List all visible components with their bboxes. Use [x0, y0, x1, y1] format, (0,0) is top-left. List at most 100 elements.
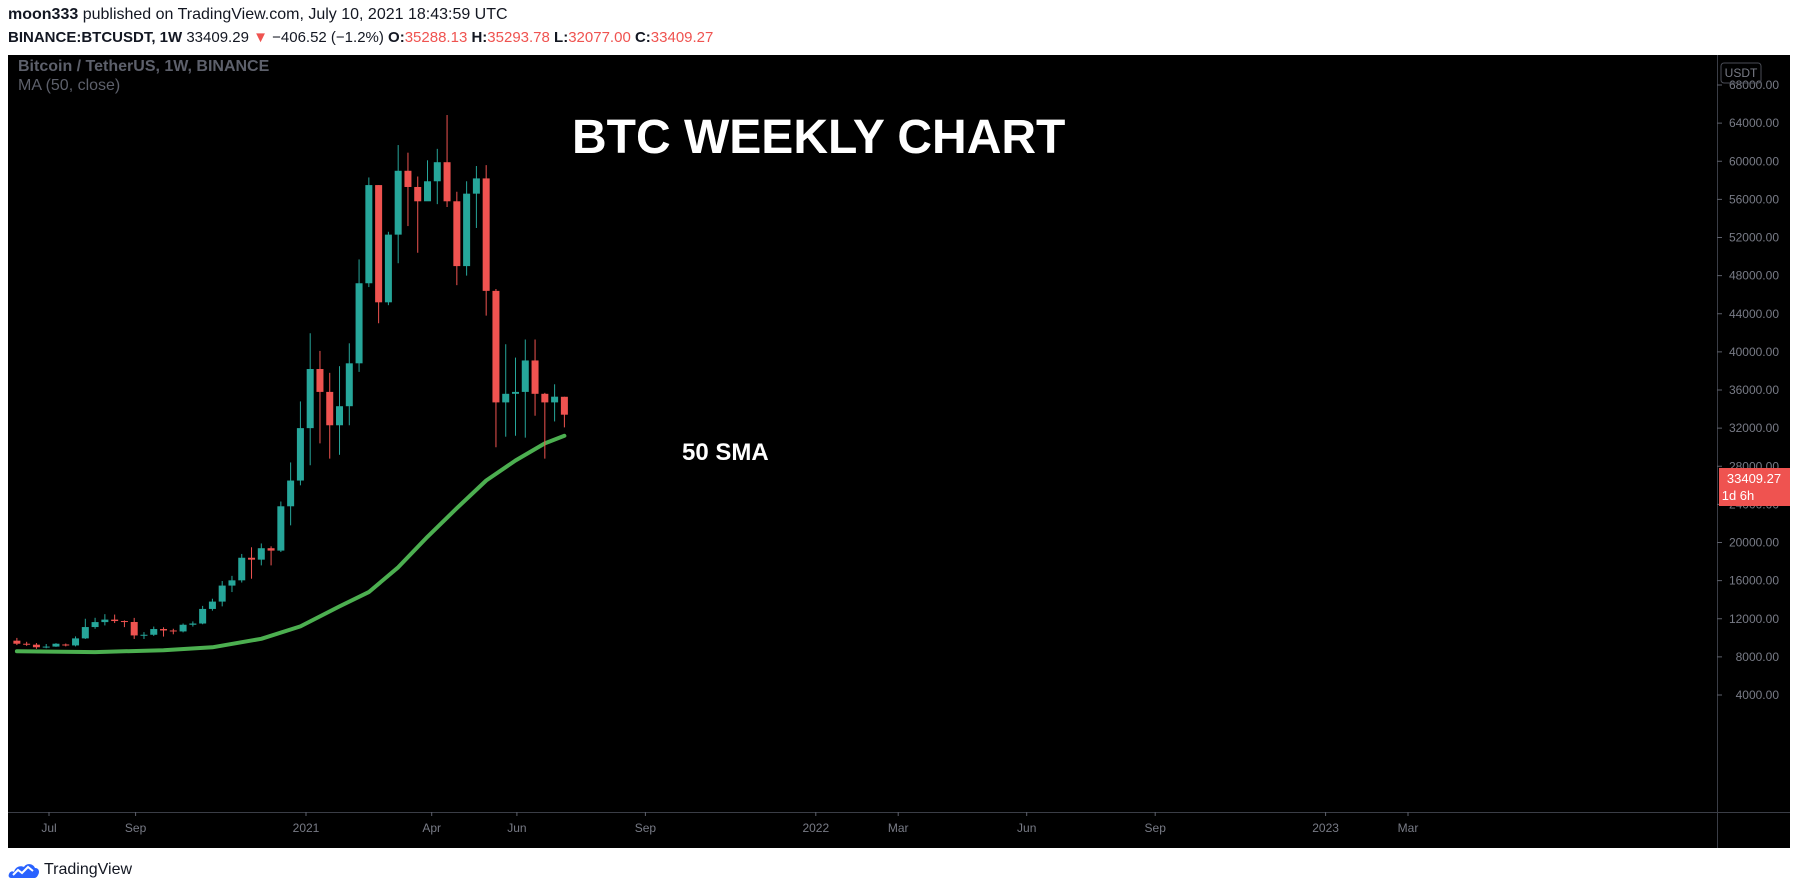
price-badge-countdown: 1d 6h: [1722, 488, 1755, 503]
candles: [13, 115, 568, 649]
candle-body-down: [111, 619, 119, 622]
candle-body-up: [257, 548, 265, 560]
x-tick-label: Jul: [41, 821, 56, 835]
candle-body-up: [52, 643, 60, 647]
y-tick-label: 8000.00: [1736, 650, 1780, 664]
candle-body-up: [306, 369, 314, 429]
candle-body-up: [384, 234, 392, 303]
y-tick-label: 68000.00: [1729, 78, 1779, 92]
candle-body-down: [13, 640, 21, 644]
candle-body-down: [443, 162, 451, 202]
candle-body-up: [365, 185, 373, 284]
candle-body-up: [91, 622, 99, 628]
y-tick-label: 4000.00: [1736, 688, 1780, 702]
author-name[interactable]: moon333: [8, 6, 79, 23]
time-axis[interactable]: Jul Sep 2021 Apr Jun Sep 2022 Mar Jun Sep 2023 Mar: [41, 812, 1418, 835]
y-tick-label: 36000.00: [1729, 383, 1779, 397]
close-label: C:: [634, 29, 651, 46]
tradingview-logo-icon: [8, 864, 39, 878]
x-tick-label: 2022: [802, 821, 829, 835]
candle-body-up: [81, 627, 89, 639]
candle-body-up: [502, 393, 510, 403]
candle-body-up: [189, 623, 197, 625]
symbol-bar: BINANCE:BTCUSDT, 1W 33409.29 ▼ −406.52 (…: [8, 29, 713, 46]
x-tick-label: Sep: [125, 821, 147, 835]
publish-text: published on TradingView.com, July 10, 2…: [82, 6, 508, 23]
candle-body-up: [551, 396, 559, 403]
y-tick-label: 52000.00: [1729, 231, 1779, 245]
sma-annotation: 50 SMA: [682, 439, 769, 466]
candle-body-down: [541, 393, 549, 403]
candle-body-down: [169, 630, 177, 632]
y-tick-label: 12000.00: [1729, 612, 1779, 626]
candle-body-down: [120, 621, 128, 623]
open-value: 35288.13: [404, 29, 468, 46]
candle-body-up: [218, 585, 226, 602]
open-label: O:: [388, 29, 405, 46]
candle-body-down: [560, 396, 568, 415]
low-value: 32077.00: [568, 29, 631, 46]
candle-body-down: [267, 548, 275, 551]
chart-panel[interactable]: 68000.00 64000.00 60000.00 56000.00 52000.00…: [8, 55, 1790, 848]
currency-button[interactable]: [1720, 62, 1762, 84]
x-tick-label: Apr: [422, 821, 441, 835]
x-tick-label: Jun: [1017, 821, 1036, 835]
down-arrow-icon: ▼: [253, 29, 268, 46]
candle-body-down: [160, 629, 168, 631]
candle-body-up: [101, 619, 109, 623]
candle-body-down: [62, 644, 70, 646]
candle-body-down: [248, 557, 256, 560]
y-tick-label: 16000.00: [1729, 574, 1779, 588]
candle-body-up: [296, 428, 304, 481]
candle-body-up: [228, 580, 236, 586]
price-badge-bg: [1719, 468, 1790, 506]
candle-body-down: [414, 186, 422, 202]
candle-body-up: [472, 178, 480, 194]
candle-body-down: [316, 369, 324, 392]
candle-body-down: [326, 391, 334, 426]
ma-indicator-legend[interactable]: MA (50, close): [18, 77, 121, 94]
candle-body-down: [404, 170, 412, 187]
high-label: H:: [471, 29, 488, 46]
low-label: L:: [554, 29, 569, 46]
chart-title-annotation: BTC WEEKLY CHART: [572, 111, 1066, 164]
candle-body-up: [521, 360, 529, 392]
y-tick-label: 56000.00: [1729, 192, 1779, 206]
candle-body-down: [32, 644, 40, 648]
symbol-label: BINANCE:BTCUSDT, 1W: [8, 29, 183, 46]
y-tick-label: 64000.00: [1729, 116, 1779, 130]
y-tick-label: 32000.00: [1729, 421, 1779, 435]
y-tick-label: 48000.00: [1729, 269, 1779, 283]
candle-body-up: [140, 634, 148, 636]
candle-body-down: [23, 643, 31, 645]
x-tick-label: Sep: [1145, 821, 1167, 835]
x-tick-label: 2023: [1312, 821, 1339, 835]
publish-info: moon333 published on TradingView.com, Ju…: [8, 6, 508, 24]
y-tick-label: 20000.00: [1729, 536, 1779, 550]
tradingview-footer[interactable]: TradingView: [8, 859, 132, 881]
candle-body-up: [287, 480, 295, 507]
last-price-badge: 33409.27 1d 6h: [1719, 468, 1790, 506]
y-tick-label: 40000.00: [1729, 345, 1779, 359]
candle-body-up: [336, 406, 344, 426]
y-tick-label: 60000.00: [1729, 154, 1779, 168]
price-chart[interactable]: 68000.00 64000.00 60000.00 56000.00 52000.00…: [8, 55, 1790, 848]
price-badge-value: 33409.27: [1727, 471, 1781, 486]
high-value: 35293.78: [487, 29, 550, 46]
candle-body-up: [355, 283, 363, 364]
chart-symbol-legend[interactable]: Bitcoin / TetherUS, 1W, BINANCE: [18, 58, 270, 75]
candle-body-up: [199, 608, 207, 624]
x-tick-label: Sep: [635, 821, 657, 835]
price-axis[interactable]: 68000.00 64000.00 60000.00 56000.00 52000.00…: [1717, 78, 1779, 702]
candle-body-down: [531, 360, 539, 394]
candle-body-up: [72, 638, 80, 646]
chart-background: [8, 55, 1790, 848]
candle-body-up: [42, 646, 50, 648]
x-tick-label: 2021: [293, 821, 320, 835]
price-change: −406.52 (−1.2%): [272, 29, 384, 46]
close-value: 33409.27: [650, 29, 714, 46]
candle-body-down: [453, 201, 461, 267]
sma-50-line: [14, 433, 567, 655]
candle-body-down: [492, 290, 500, 403]
x-tick-label: Mar: [1398, 821, 1419, 835]
